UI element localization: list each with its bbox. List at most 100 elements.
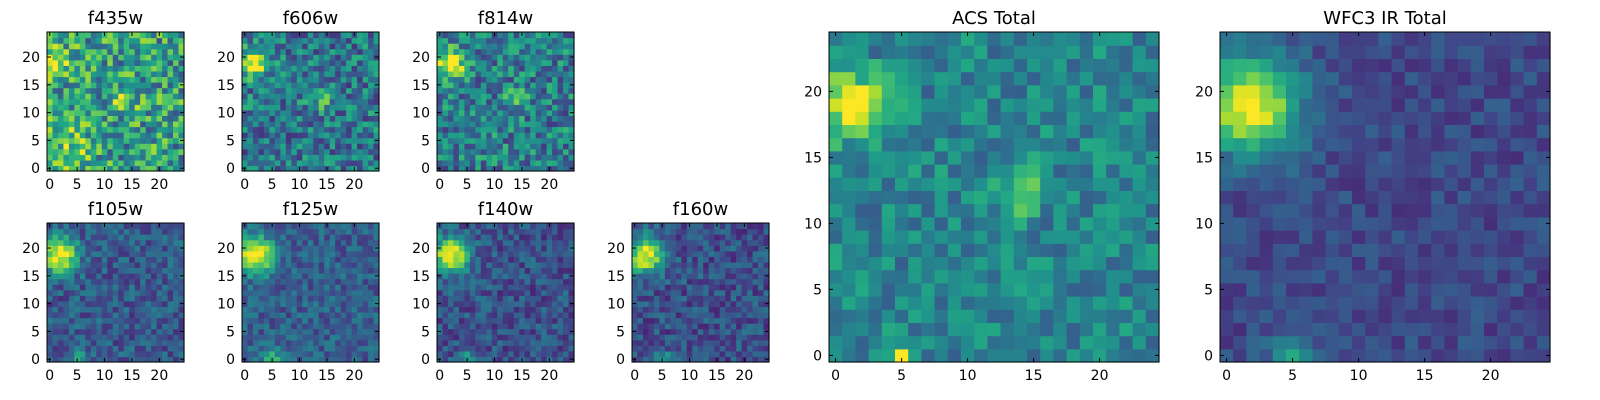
- heatmap-cell: [47, 87, 54, 94]
- heatmap-cell: [274, 115, 281, 122]
- heatmap-cell: [324, 48, 331, 55]
- heatmap-cell: [714, 317, 721, 324]
- heatmap-cell: [307, 261, 314, 269]
- heatmap-cell: [313, 239, 320, 246]
- heatmap-cell: [659, 267, 666, 274]
- heatmap-cell: [437, 284, 444, 291]
- heatmap-cell: [563, 306, 570, 313]
- heatmap-cell: [868, 269, 883, 284]
- heatmap-cell: [252, 284, 260, 291]
- heatmap-cell: [568, 87, 575, 94]
- heatmap-cell: [442, 132, 449, 139]
- heatmap-cell: [57, 339, 65, 346]
- heatmap-cell: [546, 350, 553, 358]
- heatmap-cell: [357, 261, 364, 269]
- heatmap-cell: [79, 317, 86, 324]
- heatmap-cell: [151, 115, 158, 122]
- heatmap-cell: [162, 234, 169, 241]
- heatmap-cell: [63, 32, 70, 39]
- heatmap-cell: [557, 104, 564, 111]
- heatmap-cell: [145, 54, 152, 61]
- heatmap-cell: [274, 295, 281, 302]
- heatmap-cell: [112, 43, 119, 50]
- heatmap-cell: [313, 300, 320, 307]
- heatmap-cell: [329, 228, 336, 235]
- heatmap-cell: [557, 256, 564, 263]
- heatmap-cell: [469, 345, 476, 352]
- heatmap-cell: [546, 115, 553, 122]
- heatmap-cell: [151, 165, 158, 172]
- heatmap-cell: [145, 345, 152, 352]
- heatmap-cell: [167, 154, 174, 161]
- heatmap-cell: [497, 37, 504, 44]
- heatmap-cell: [563, 300, 570, 307]
- heatmap-cell: [513, 300, 520, 307]
- heatmap-cell: [318, 76, 325, 83]
- heatmap-cell: [497, 98, 504, 105]
- heatmap-cell: [486, 109, 493, 116]
- heatmap-cell: [129, 345, 136, 352]
- heatmap-cell: [752, 317, 759, 324]
- heatmap-cell: [486, 250, 493, 257]
- heatmap-cell: [318, 345, 325, 352]
- heatmap-cell: [280, 317, 287, 324]
- heatmap-cell: [453, 159, 460, 167]
- heatmap-cell: [442, 328, 449, 335]
- heatmap-cell: [530, 356, 537, 363]
- heatmap-cell: [708, 245, 715, 252]
- heatmap-cell: [118, 165, 125, 172]
- heatmap-cell: [173, 87, 180, 94]
- heatmap-cell: [508, 334, 515, 341]
- heatmap-cell: [96, 284, 103, 291]
- heatmap-cell: [291, 256, 298, 263]
- heatmap-cell: [101, 59, 108, 66]
- heatmap-cell: [491, 37, 498, 44]
- heatmap-cell: [486, 289, 493, 296]
- heatmap-cell: [123, 256, 130, 263]
- heatmap-cell: [173, 256, 180, 263]
- heatmap-cell: [362, 93, 369, 100]
- heatmap-cell: [752, 289, 759, 296]
- heatmap-cell: [725, 250, 732, 257]
- heatmap-cell: [57, 311, 65, 319]
- heatmap-cell: [458, 43, 465, 50]
- heatmap-cell: [1053, 230, 1068, 244]
- heatmap-cell: [351, 234, 358, 241]
- heatmap-cell: [167, 356, 174, 363]
- heatmap-cell: [508, 126, 515, 133]
- heatmap-cell: [162, 143, 169, 150]
- heatmap-cell: [302, 306, 309, 313]
- heatmap-cell: [368, 98, 375, 105]
- heatmap-cell: [557, 115, 564, 122]
- heatmap-cell: [1093, 335, 1107, 350]
- heatmap-cell: [351, 306, 358, 313]
- heatmap-cell: [167, 37, 174, 44]
- heatmap-cell: [1000, 216, 1015, 231]
- heatmap-cell: [557, 250, 564, 257]
- heatmap-cell: [1145, 282, 1160, 297]
- heatmap-cell: [167, 300, 174, 307]
- heatmap-cell: [123, 59, 130, 66]
- heatmap-cell: [307, 223, 314, 230]
- heatmap-cell: [502, 154, 509, 161]
- heatmap-cell: [269, 256, 276, 263]
- heatmap-cell: [247, 115, 254, 122]
- heatmap-cell: [47, 132, 54, 139]
- heatmap-cell: [329, 59, 336, 66]
- heatmap-cell: [324, 65, 331, 72]
- heatmap-cell: [112, 115, 119, 122]
- heatmap-cell: [908, 269, 922, 284]
- heatmap-cell: [242, 234, 249, 241]
- heatmap-cell: [85, 289, 92, 296]
- heatmap-cell: [145, 356, 152, 363]
- heatmap-cell: [63, 261, 70, 269]
- heatmap-cell: [101, 250, 108, 257]
- heatmap-cell: [167, 278, 174, 285]
- heatmap-cell: [123, 148, 130, 155]
- heatmap-cell: [123, 93, 130, 100]
- heatmap-cell: [57, 245, 65, 252]
- heatmap-cell: [881, 282, 896, 297]
- heatmap-cell: [296, 93, 303, 100]
- heatmap-cell: [107, 43, 114, 50]
- heatmap-cell: [357, 345, 364, 352]
